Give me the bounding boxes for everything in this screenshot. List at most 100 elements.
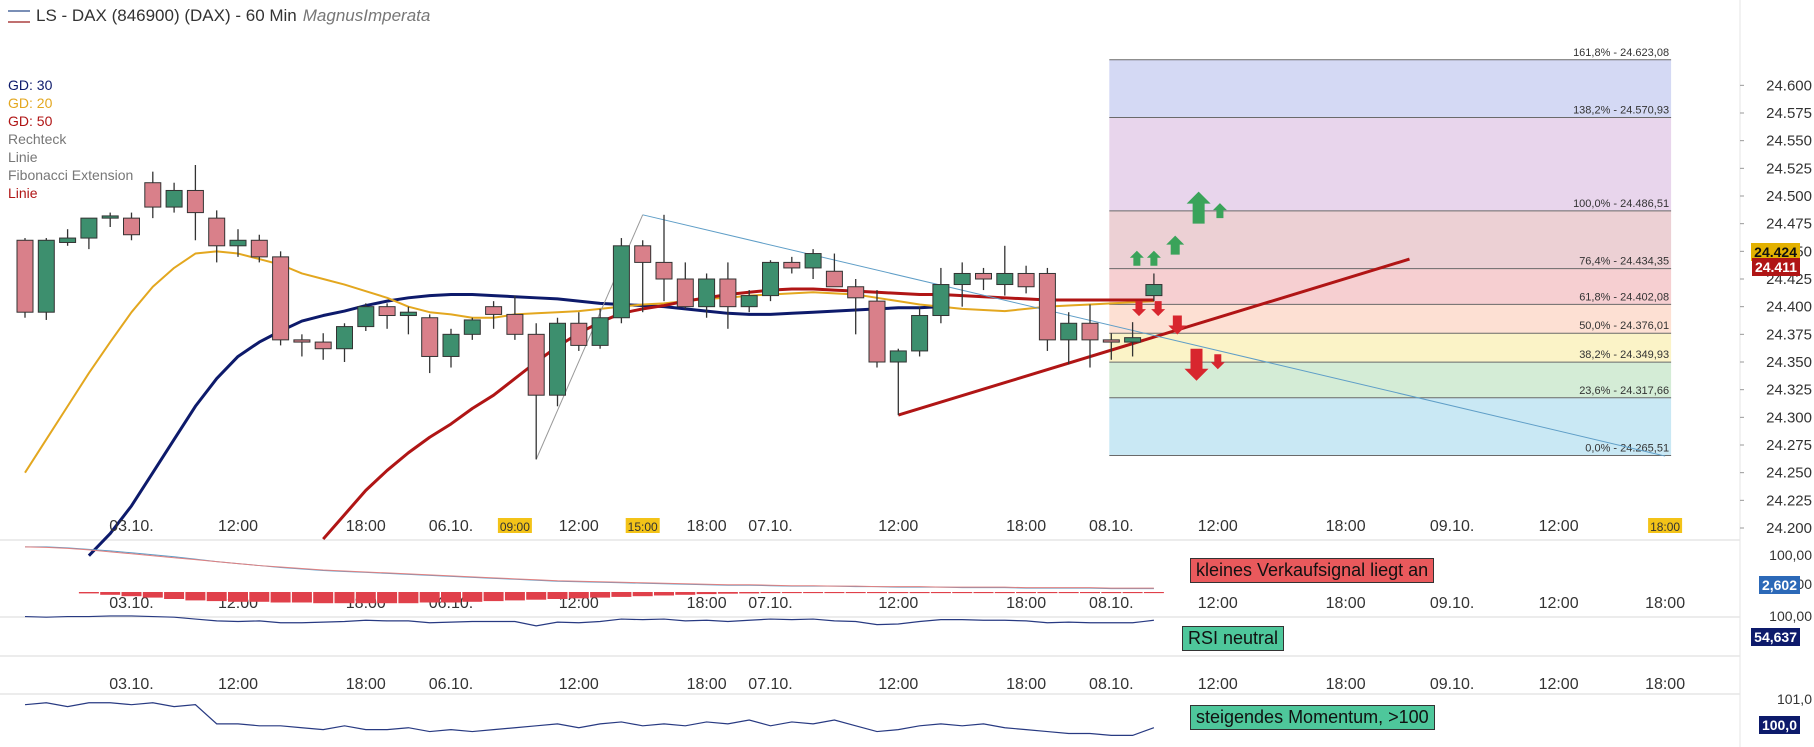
time-axis: 03.10. 12:00 18:00 06.10. 09:00 12:00 15:00 18:… (109, 518, 1685, 693)
price-tick-label: 24.500 (1766, 188, 1812, 205)
time-tick-label: 08.10. (1089, 518, 1133, 535)
macd-histogram-bar (526, 592, 547, 600)
macd-histogram-bar (121, 592, 142, 597)
fib-level-label: 76,4% - 24.434,35 (1579, 256, 1669, 268)
macd-histogram-bar (824, 592, 845, 594)
fib-level-label: 100,0% - 24.486,51 (1573, 198, 1669, 210)
candle-body (804, 253, 822, 269)
time-tick-label: 12:00 (218, 518, 258, 535)
price-tick-label: 24.300 (1766, 409, 1812, 426)
price-badge-prev: 24.424 (1751, 243, 1800, 261)
macd-value-badge: 2,602 (1758, 576, 1800, 594)
macd-histogram-bar (441, 592, 461, 603)
indicator-legend: GD: 30 GD: 20 GD: 50 Rechteck Linie Fibonacci… (8, 76, 133, 202)
time-label-highlight (625, 518, 660, 533)
rsi-line (24, 615, 1154, 627)
sell-arrow-icon (1131, 301, 1146, 317)
macd-histogram-bar (547, 592, 568, 599)
candle-body (1017, 272, 1035, 288)
time-tick-label: 18:00 (1326, 595, 1366, 612)
chart-header: LS - DAX (846900) (DAX) - 60 Min MagnusIm… (8, 6, 430, 26)
legend-item[interactable]: GD: 30 (8, 77, 53, 93)
fibonacci-extension: 161,8% - 24.623,08 138,2% - 24.570,93 100,… (1109, 47, 1672, 457)
macd-histogram-bar (952, 592, 973, 594)
candle-body (16, 239, 34, 313)
macd-histogram-bar (632, 592, 653, 597)
price-tick-label: 24.575 (1766, 105, 1812, 122)
candle-body (698, 278, 716, 308)
macd-histogram-bar (590, 592, 611, 598)
candle-body (1038, 272, 1056, 341)
macd-histogram-bar (398, 592, 419, 604)
time-tick-label: 18:00 (1006, 595, 1046, 612)
candle-body (591, 317, 609, 346)
price-tick-label: 24.550 (1766, 133, 1812, 150)
buy-arrow-icon (1212, 203, 1227, 219)
price-tick-label: 24.200 (1766, 520, 1812, 537)
time-tick-label: 18:00 (687, 518, 727, 535)
macd-histogram-bar (1101, 592, 1122, 594)
candle-body (80, 217, 98, 239)
legend-item[interactable]: GD: 20 (8, 95, 53, 111)
candle-body (314, 341, 332, 350)
time-tick-label: 18:00 (346, 676, 386, 693)
time-tick-label: 07.10. (748, 676, 792, 693)
macd-histogram-bar (1080, 592, 1100, 594)
candle-body (719, 278, 737, 308)
time-tick-label: 07.10. (748, 518, 792, 535)
candle-body (1060, 322, 1078, 341)
momentum-signal-label: steigendes Momentum, >100 (1190, 705, 1435, 730)
time-tick-label: 18:00 (687, 676, 727, 693)
trendline (897, 257, 1410, 417)
time-tick-label: 08.10. (1089, 595, 1133, 612)
candle-body (783, 261, 801, 269)
macd-histogram-bar (867, 592, 887, 594)
candle-body (570, 322, 588, 346)
candle-body (762, 261, 779, 297)
legend-item[interactable]: GD: 50 (8, 113, 53, 129)
price-tick-label: 24.250 (1766, 465, 1812, 482)
sell-arrow-icon (1151, 301, 1166, 317)
time-tick-label: 12:00 (878, 518, 918, 535)
price-tick-label: 24.275 (1766, 437, 1812, 454)
macd-histogram-bar (355, 592, 376, 604)
momentum-value-badge: 100,0 (1758, 716, 1800, 734)
candle-body (868, 300, 886, 363)
macd-histogram-bar (973, 592, 994, 594)
fib-zone (1109, 304, 1672, 334)
candle-body (1081, 322, 1099, 341)
rsi-value-badge: 54,637 (1751, 628, 1800, 646)
time-tick-label: 18:00 (1650, 520, 1680, 534)
candle-body (932, 284, 950, 317)
candle-body (37, 239, 55, 313)
legend-item[interactable]: Linie (8, 185, 38, 201)
legend-item[interactable]: Linie (8, 149, 38, 165)
macd-histogram-bar (1058, 592, 1079, 594)
candle-body (506, 313, 524, 335)
candle-body (442, 333, 460, 357)
time-tick-label: 18:00 (687, 595, 727, 612)
candle-body (421, 317, 439, 357)
price-tick-label: 24.400 (1766, 299, 1812, 316)
chart-type-icon (8, 10, 30, 24)
macd-histogram-bar (100, 592, 121, 595)
candle-body (378, 306, 396, 317)
main-panel (0, 0, 1741, 747)
candle-body (250, 239, 268, 258)
rsi-signal-label: RSI neutral (1182, 626, 1285, 651)
macd-histogram-bar (206, 592, 227, 602)
candles (16, 165, 1163, 460)
legend-item[interactable]: Rechteck (8, 131, 67, 147)
legend-item[interactable]: Fibonacci Extension (8, 167, 134, 183)
time-tick-label: 12:00 (559, 595, 599, 612)
fib-zone (1109, 362, 1672, 398)
time-tick-label: 18:00 (346, 518, 386, 535)
fib-level-label: 161,8% - 24.623,08 (1573, 47, 1669, 59)
sell-arrow-icon (1184, 348, 1209, 381)
time-tick-label: 18:00 (1326, 676, 1366, 693)
price-tick-label: 24.475 (1766, 216, 1812, 233)
price-tick-label: 24.325 (1766, 382, 1812, 399)
candle-body (357, 306, 375, 328)
fib-zone (1109, 59, 1672, 118)
